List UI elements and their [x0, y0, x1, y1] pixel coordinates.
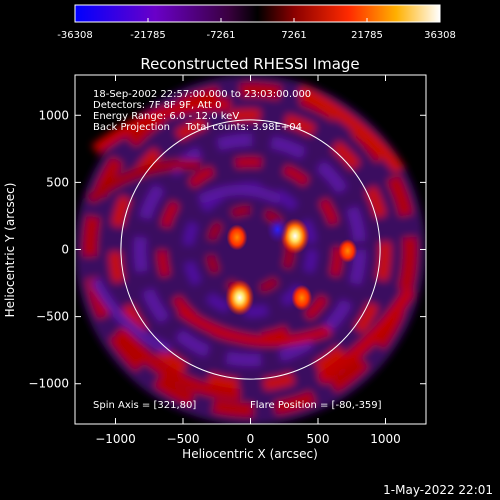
- y-tick-label: 500: [46, 175, 69, 189]
- heatmap-image: [75, 75, 425, 424]
- plot-area: −1000 −500 0 500 1000 −1000 −500 0 500 1000: [28, 74, 427, 446]
- source-blob: [226, 224, 248, 251]
- info-line: 18-Sep-2002 22:57:00.000 to 23:03:00.000: [93, 89, 311, 100]
- colorbar-tick-label: -7261: [206, 30, 235, 41]
- source-blob: [338, 238, 358, 263]
- source-blob: [225, 279, 255, 316]
- colorbar-tick-label: -21785: [130, 30, 165, 41]
- info-block: 18-Sep-2002 22:57:00.000 to 23:03:00.000…: [93, 89, 311, 133]
- info-line: Energy Range: 6.0 - 12.0 keV: [93, 111, 239, 122]
- info-line: Detectors: 7F 8F 9F, Att 0: [93, 100, 221, 111]
- footer-timestamp: 1-May-2022 22:01: [383, 483, 493, 497]
- y-tick-label: −500: [36, 310, 69, 324]
- colorbar-tick-label: 7261: [281, 30, 306, 41]
- fringe-pattern: [75, 75, 425, 424]
- x-tick-label: 500: [307, 432, 330, 446]
- x-tick-label: −1000: [95, 432, 136, 446]
- info-line: Back Projection Total counts: 3.98E+04: [93, 122, 302, 133]
- colorbar-ticks: -36308 -21785 -7261 7261 21785 36308: [57, 18, 456, 41]
- x-axis-label: Heliocentric X (arcsec): [182, 447, 318, 461]
- colorbar-tick-label: 36308: [424, 30, 456, 41]
- y-axis-label: Heliocentric Y (arcsec): [3, 183, 17, 318]
- solar-limb: [120, 119, 381, 380]
- x-tick-label: −500: [167, 432, 200, 446]
- y-tick-label: 1000: [38, 108, 69, 122]
- y-tick-label: −1000: [28, 377, 69, 391]
- flare-position-label: Flare Position = [-80,-359]: [250, 400, 382, 411]
- y-tick-label: 0: [61, 243, 69, 257]
- x-tick-label: 1000: [370, 432, 401, 446]
- colorbar: -36308 -21785 -7261 7261 21785 36308: [57, 4, 456, 41]
- sources: [225, 215, 358, 316]
- chart-title: Reconstructed RHESSI Image: [140, 55, 359, 73]
- x-tick-label: 0: [247, 432, 255, 446]
- source-blob: [266, 215, 289, 243]
- source-blob: [291, 284, 313, 311]
- colorbar-tick-label: -36308: [57, 30, 92, 41]
- axis-ticks: −1000 −500 0 500 1000 −1000 −500 0 500 1000: [28, 75, 426, 446]
- colorbar-gradient: [74, 4, 441, 23]
- spin-axis-label: Spin Axis = [321,80]: [93, 400, 196, 411]
- colorbar-tick-label: 21785: [351, 30, 383, 41]
